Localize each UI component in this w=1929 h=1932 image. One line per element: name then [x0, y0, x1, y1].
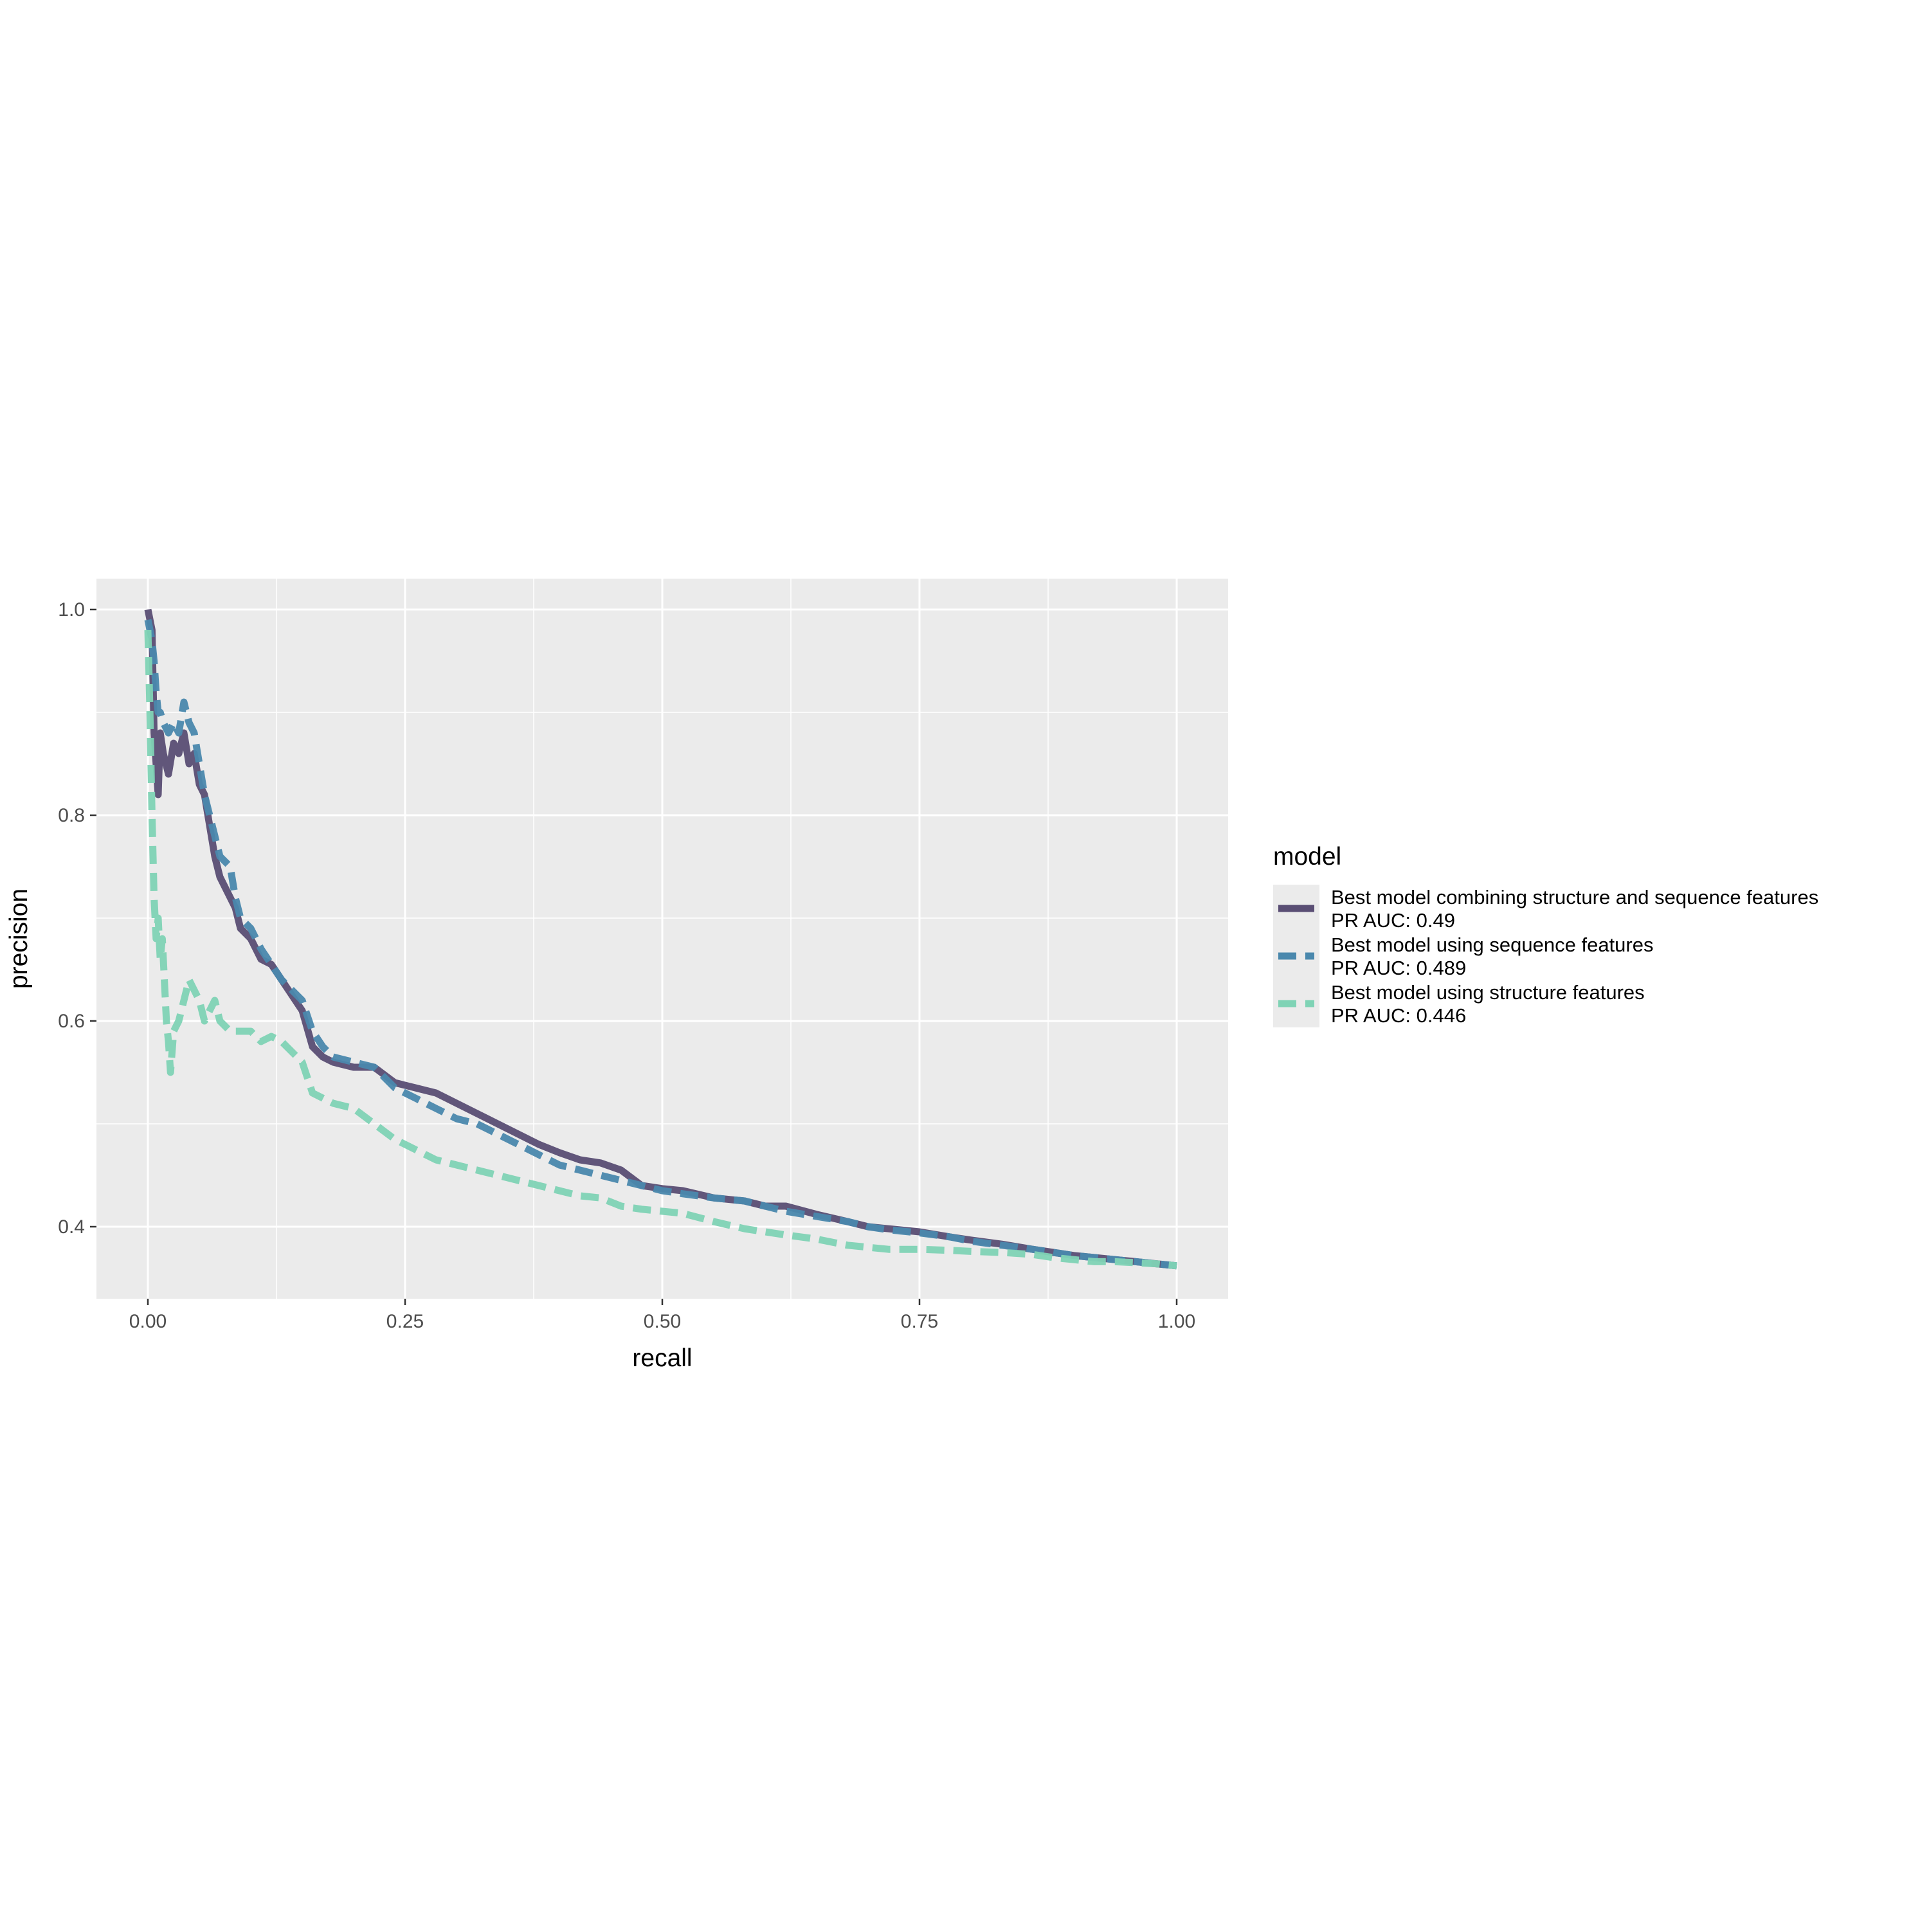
series-line-2: [144, 618, 1177, 1270]
y-tick-label: 0.8: [58, 805, 85, 826]
y-tick-label: 1.0: [58, 599, 85, 620]
x-tick-label: 0.75: [901, 1311, 938, 1332]
x-tick-label: 1.00: [1158, 1311, 1195, 1332]
x-tick-label: 0.25: [386, 1311, 424, 1332]
legend-item-label: Best model combining structure and seque…: [1331, 886, 1818, 908]
legend-items: Best model combining structure and seque…: [1273, 885, 1818, 1027]
y-axis-title: precision: [5, 889, 33, 989]
x-axis-ticks: 0.00 0.25 0.50 0.75 1.00: [129, 1299, 1195, 1332]
legend: model Best model combining structure and…: [1273, 843, 1818, 1027]
x-tick-label: 0.00: [129, 1311, 167, 1332]
legend-title: model: [1273, 843, 1341, 871]
x-axis-title: recall: [632, 1344, 692, 1372]
legend-item-auc: PR AUC: 0.49: [1331, 909, 1455, 932]
y-tick-label: 0.4: [58, 1216, 85, 1238]
series-line-3: [144, 629, 1177, 1270]
series-lines: [144, 608, 1177, 1270]
series-line-1: [144, 608, 1177, 1270]
y-axis-ticks: 0.4 0.6 0.8 1.0: [58, 599, 96, 1238]
y-tick-label: 0.6: [58, 1011, 85, 1032]
x-tick-label: 0.50: [644, 1311, 681, 1332]
legend-item-label: Best model using sequence features: [1331, 934, 1653, 956]
legend-item-label: Best model using structure features: [1331, 981, 1645, 1004]
legend-item-auc: PR AUC: 0.489: [1331, 957, 1466, 979]
major-gridlines: [96, 579, 1228, 1299]
legend-item-auc: PR AUC: 0.446: [1331, 1004, 1466, 1027]
